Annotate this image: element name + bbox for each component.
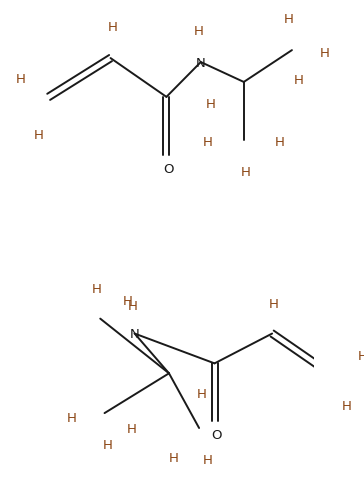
Text: H: H [203, 136, 213, 149]
Text: H: H [123, 295, 133, 308]
Text: H: H [197, 387, 207, 400]
Text: H: H [357, 349, 364, 362]
Text: H: H [103, 438, 113, 451]
Text: O: O [163, 163, 173, 176]
Text: H: H [92, 283, 102, 296]
Text: H: H [294, 74, 304, 87]
Text: H: H [320, 47, 329, 60]
Text: N: N [196, 57, 206, 70]
Text: H: H [241, 166, 250, 178]
Text: H: H [33, 129, 43, 142]
Text: H: H [169, 451, 178, 464]
Text: H: H [206, 98, 216, 111]
Text: N: N [130, 327, 139, 340]
Text: H: H [203, 453, 213, 466]
Text: H: H [128, 300, 138, 313]
Text: H: H [16, 73, 26, 86]
Text: H: H [67, 411, 77, 424]
Text: H: H [342, 399, 352, 412]
Text: O: O [211, 429, 222, 441]
Text: H: H [275, 136, 285, 149]
Text: H: H [284, 13, 293, 26]
Text: H: H [194, 25, 204, 38]
Text: H: H [107, 21, 117, 34]
Text: H: H [269, 298, 279, 311]
Text: H: H [127, 422, 137, 435]
